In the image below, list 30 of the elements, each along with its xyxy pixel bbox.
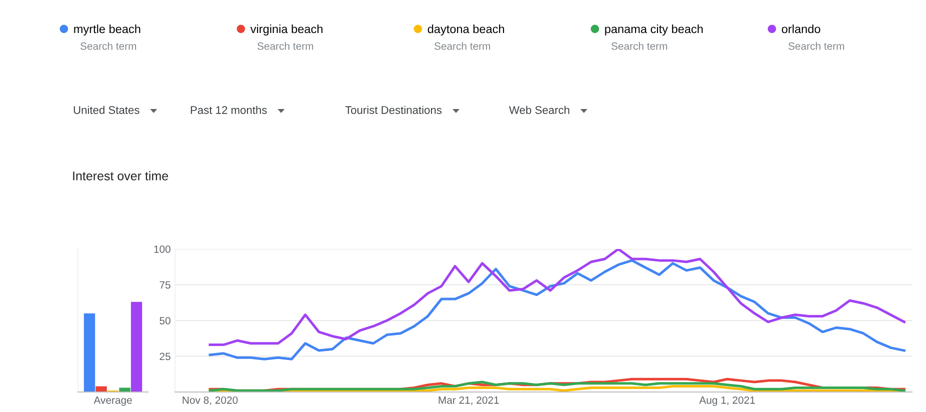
line-series	[208, 249, 906, 346]
line-series	[208, 380, 906, 392]
legend-label: panama city beach	[605, 24, 703, 36]
legend-label: virginia beach	[250, 24, 322, 36]
text: Tourist Destinations	[345, 106, 442, 114]
line-series	[208, 259, 906, 360]
x-tick-label: Average	[94, 396, 132, 406]
y-tick-label: 75	[160, 281, 170, 289]
bar	[84, 313, 96, 392]
bar	[119, 388, 130, 392]
bar	[96, 386, 107, 392]
legend-label: orlando	[782, 24, 820, 34]
legend-label: myrtle beach	[74, 24, 140, 36]
bar	[130, 302, 142, 392]
text: Search term	[611, 42, 668, 50]
text: Web Search	[509, 106, 570, 114]
text: Search term	[257, 42, 314, 50]
chart-title: Interest over time	[73, 171, 168, 180]
text: Search term	[788, 42, 844, 50]
y-tick-label: 100	[154, 246, 170, 253]
text: Search term	[434, 42, 490, 50]
text: United States	[74, 106, 140, 114]
x-tick-label: Mar 21, 2021	[438, 396, 499, 406]
text: Search term	[80, 42, 136, 50]
legend-label: daytona beach	[428, 24, 504, 36]
y-tick-label: 25	[160, 352, 170, 360]
x-tick-label: Aug 1, 2021	[699, 396, 755, 406]
text: Past 12 months	[190, 106, 267, 114]
x-tick-label: Nov 8, 2020	[182, 396, 238, 406]
y-tick-label: 50	[160, 317, 170, 324]
